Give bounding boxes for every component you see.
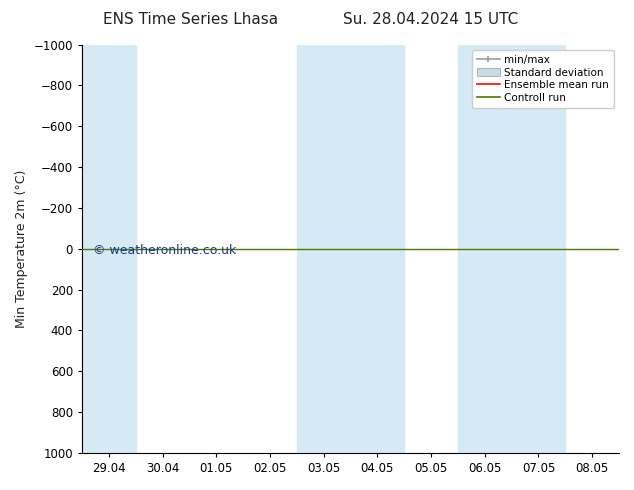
Text: © weatheronline.co.uk: © weatheronline.co.uk bbox=[93, 245, 236, 257]
Bar bbox=[458, 45, 566, 453]
Bar bbox=[82, 45, 136, 453]
Bar bbox=[297, 45, 404, 453]
Text: ENS Time Series Lhasa: ENS Time Series Lhasa bbox=[103, 12, 278, 27]
Text: Su. 28.04.2024 15 UTC: Su. 28.04.2024 15 UTC bbox=[344, 12, 519, 27]
Y-axis label: Min Temperature 2m (°C): Min Temperature 2m (°C) bbox=[15, 170, 28, 328]
Legend: min/max, Standard deviation, Ensemble mean run, Controll run: min/max, Standard deviation, Ensemble me… bbox=[472, 49, 614, 108]
